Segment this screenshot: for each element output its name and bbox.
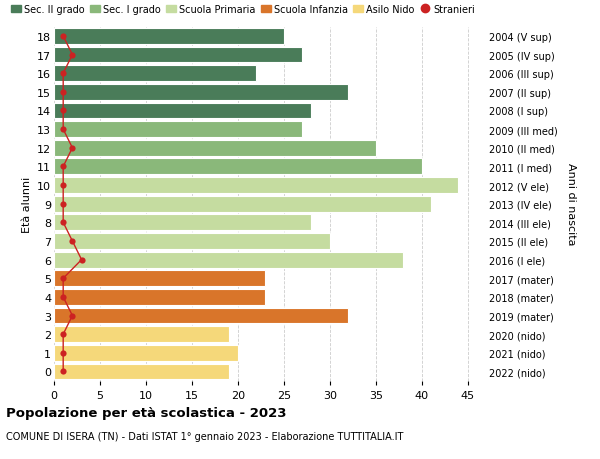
Bar — [54, 215, 311, 231]
Bar — [54, 326, 229, 342]
Bar — [54, 196, 431, 212]
Point — [68, 312, 77, 319]
Bar — [54, 48, 302, 63]
Bar — [54, 345, 238, 361]
Bar — [54, 271, 265, 286]
Point — [68, 145, 77, 152]
Bar — [54, 85, 348, 101]
Point — [58, 126, 68, 134]
Point — [58, 294, 68, 301]
Bar — [54, 364, 229, 380]
Text: Popolazione per età scolastica - 2023: Popolazione per età scolastica - 2023 — [6, 406, 287, 419]
Point — [68, 238, 77, 245]
Point — [58, 368, 68, 375]
Point — [68, 52, 77, 59]
Bar — [54, 308, 348, 324]
Point — [58, 349, 68, 357]
Text: COMUNE DI ISERA (TN) - Dati ISTAT 1° gennaio 2023 - Elaborazione TUTTITALIA.IT: COMUNE DI ISERA (TN) - Dati ISTAT 1° gen… — [6, 431, 403, 442]
Point — [58, 275, 68, 282]
Point — [58, 33, 68, 40]
Point — [58, 182, 68, 189]
Point — [58, 107, 68, 115]
Point — [58, 163, 68, 171]
Bar — [54, 66, 256, 82]
Legend: Sec. II grado, Sec. I grado, Scuola Primaria, Scuola Infanzia, Asilo Nido, Stran: Sec. II grado, Sec. I grado, Scuola Prim… — [11, 5, 475, 15]
Bar — [54, 289, 265, 305]
Point — [58, 331, 68, 338]
Point — [58, 201, 68, 208]
Point — [58, 219, 68, 227]
Bar — [54, 140, 376, 157]
Bar — [54, 159, 422, 175]
Y-axis label: Anni di nascita: Anni di nascita — [566, 163, 576, 246]
Bar — [54, 234, 330, 249]
Bar — [54, 122, 302, 138]
Bar — [54, 178, 458, 194]
Bar — [54, 252, 403, 268]
Point — [58, 70, 68, 78]
Bar — [54, 29, 284, 45]
Bar — [54, 103, 311, 119]
Point — [58, 89, 68, 96]
Point — [77, 257, 86, 264]
Y-axis label: Età alunni: Età alunni — [22, 176, 32, 232]
